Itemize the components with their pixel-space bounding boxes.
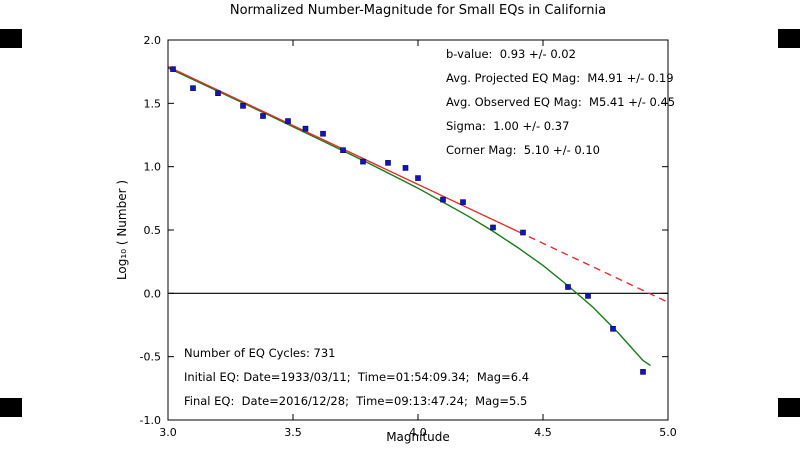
y-tick-label: 0.5 (144, 224, 162, 237)
y-tick-label: 2.0 (144, 34, 162, 47)
info-line-initial-eq: Initial EQ: Date=1933/03/11; Time=01:54:… (184, 370, 530, 384)
x-tick-label: 4.0 (409, 426, 427, 439)
y-tick-label: 0.0 (144, 287, 162, 300)
letterbox-corner-top-right (778, 29, 800, 48)
stats-line-sigma: Sigma: 1.00 +/- 0.37 (446, 119, 570, 133)
observed-eq-counts-point (415, 175, 421, 181)
x-tick-label: 3.5 (284, 426, 302, 439)
observed-eq-counts-point (640, 369, 646, 375)
stats-line-observed-mag: Avg. Observed EQ Mag: M5.41 +/- 0.45 (446, 95, 676, 109)
chart-title: Normalized Number-Magnitude for Small EQ… (229, 3, 607, 18)
observed-eq-counts-point (240, 103, 246, 109)
tapered-gr-model-curve (168, 67, 651, 367)
y-axis-label: Log₁₀ ( Number ) (115, 179, 129, 281)
observed-eq-counts-point (402, 165, 409, 171)
stats-line-bvalue: b-value: 0.93 +/- 0.02 (446, 47, 576, 61)
info-line-final-eq: Final EQ: Date=2016/12/28; Time=09:13:47… (184, 394, 528, 408)
y-tick-label: -1.0 (140, 414, 161, 427)
observed-eq-counts-point (610, 325, 616, 332)
x-axis-label: Magnitude (386, 430, 450, 444)
observed-eq-counts-point (260, 113, 266, 119)
gr-fit-extrapolation-dashed (517, 230, 668, 303)
observed-eq-counts-point (215, 90, 221, 96)
observed-eq-counts-point (340, 147, 346, 153)
x-tick-label: 4.5 (534, 426, 552, 439)
x-tick-label: 3.0 (159, 426, 177, 439)
observed-eq-counts-point (460, 199, 466, 205)
observed-eq-counts-point (385, 160, 391, 166)
y-tick-label: 1.5 (144, 97, 162, 110)
observed-eq-counts-point (440, 196, 446, 203)
observed-eq-counts-point (520, 229, 526, 236)
observed-eq-counts-point (190, 85, 196, 91)
info-line-cycles: Number of EQ Cycles: 731 (184, 346, 336, 360)
y-tick-label: -0.5 (140, 351, 161, 364)
y-tick-label: 1.0 (144, 161, 162, 174)
stats-annotation-box: b-value: 0.93 +/- 0.02 Avg. Projected EQ… (446, 42, 675, 162)
observed-eq-counts-point (285, 118, 291, 124)
letterbox-corner-bottom-right (778, 398, 800, 417)
observed-eq-counts-point (565, 284, 571, 290)
observed-eq-counts-point (302, 125, 309, 132)
letterbox-corner-top-left (0, 29, 22, 48)
observed-eq-counts-point (585, 293, 591, 299)
letterbox-corner-bottom-left (0, 398, 22, 417)
eq-info-annotation-box: Number of EQ Cycles: 731 Initial EQ: Dat… (184, 341, 529, 413)
stats-line-projected-mag: Avg. Projected EQ Mag: M4.91 +/- 0.19 (446, 71, 674, 85)
observed-eq-counts-point (490, 224, 496, 231)
stats-line-corner-mag: Corner Mag: 5.10 +/- 0.10 (446, 143, 600, 157)
observed-eq-counts-point (320, 130, 326, 137)
observed-eq-counts-point (360, 158, 366, 165)
observed-eq-counts-point (170, 66, 176, 72)
x-tick-label: 5.0 (659, 426, 677, 439)
